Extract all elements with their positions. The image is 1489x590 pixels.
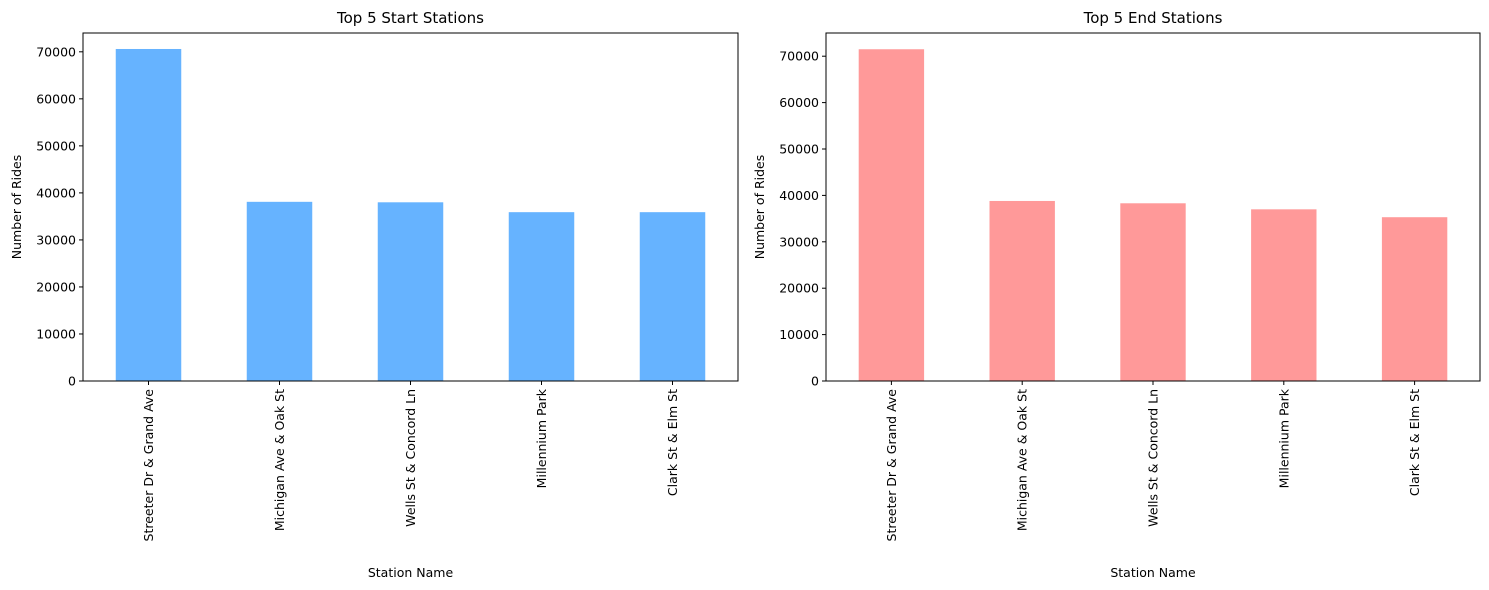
- start-ytick-label-1: 10000: [36, 326, 76, 341]
- end-xtick-label-3: Millennium Park: [1276, 388, 1291, 488]
- start-xtick-label-1: Michigan Ave & Oak St: [272, 389, 287, 531]
- start-bar-5: [639, 212, 706, 381]
- start-ytick-label-4: 40000: [36, 185, 76, 200]
- end-xtick-label-1: Michigan Ave & Oak St: [1015, 389, 1030, 531]
- start-ytick-label-7: 70000: [36, 44, 76, 59]
- start-xtick-label-3: Millennium Park: [534, 388, 549, 488]
- end-xtick-label-2: Wells St & Concord Ln: [1146, 389, 1161, 527]
- start-ytick-label-6: 60000: [36, 91, 76, 106]
- end-xtick-label-4: Clark St & Elm St: [1407, 389, 1422, 496]
- start-xtick-label-2: Wells St & Concord Ln: [403, 389, 418, 527]
- start-stations-chart: 0 10000 20000 30000 40000 50000 60000 70000 Stre…: [9, 9, 739, 580]
- start-bar-1: [115, 48, 182, 381]
- start-bar-2: [246, 201, 313, 381]
- end-xtick-label-0: Streeter Dr & Grand Ave: [884, 389, 899, 542]
- end-ytick-label-1: 10000: [779, 327, 819, 342]
- end-ytick-label-0: 0: [811, 374, 819, 389]
- end-ytick-label-3: 30000: [779, 234, 819, 249]
- end-chart-title: Top 5 End Stations: [1083, 9, 1223, 27]
- end-ytick-label-2: 20000: [779, 281, 819, 296]
- start-xtick-label-4: Clark St & Elm St: [665, 389, 680, 496]
- start-ytick-label-3: 30000: [36, 232, 76, 247]
- start-bar-3: [377, 202, 444, 381]
- start-bar-4: [508, 212, 575, 381]
- end-ytick-label-6: 60000: [779, 95, 819, 110]
- end-bar-2: [989, 200, 1055, 381]
- end-x-axis-label: Station Name: [1110, 565, 1196, 580]
- end-bar-4: [1251, 209, 1317, 381]
- end-ytick-label-4: 40000: [779, 188, 819, 203]
- end-ytick-label-5: 50000: [779, 142, 819, 157]
- start-xtick-label-0: Streeter Dr & Grand Ave: [141, 389, 156, 542]
- end-bar-3: [1120, 203, 1186, 381]
- start-ytick-label-5: 50000: [36, 138, 76, 153]
- start-ytick-label-0: 0: [68, 374, 76, 389]
- end-bar-5: [1381, 217, 1448, 381]
- end-stations-chart: 0 10000 20000 30000 40000 50000 60000 70000 Stre…: [752, 9, 1481, 580]
- start-y-axis-label: Number of Rides: [9, 155, 24, 260]
- start-chart-title: Top 5 Start Stations: [336, 9, 484, 27]
- end-y-axis-label: Number of Rides: [752, 155, 767, 260]
- end-ytick-label-7: 70000: [779, 49, 819, 64]
- start-x-axis-label: Station Name: [368, 565, 454, 580]
- start-ytick-label-2: 20000: [36, 279, 76, 294]
- end-bar-1: [858, 49, 925, 382]
